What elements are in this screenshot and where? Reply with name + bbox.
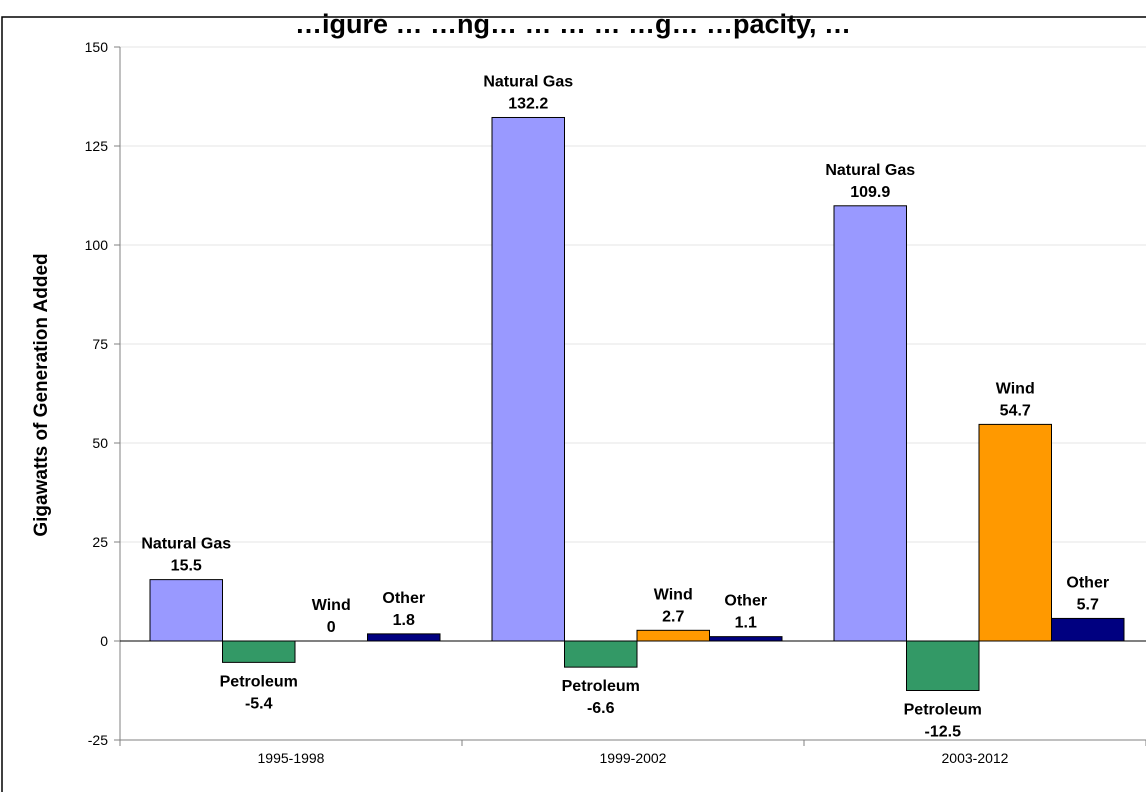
data-label-value: 109.9	[850, 184, 890, 201]
data-label-value: -6.6	[587, 700, 615, 717]
bar-natural-gas	[149, 579, 223, 642]
y-tick-label: 100	[85, 237, 109, 253]
bar-other	[367, 633, 441, 642]
y-tick-label: 75	[92, 336, 108, 352]
bar-petroleum	[222, 640, 296, 663]
chart-area-border	[1, 16, 1146, 792]
data-label-value: 54.7	[1000, 402, 1031, 419]
y-tick-label: 125	[85, 138, 109, 154]
y-tick-label: 150	[85, 39, 109, 55]
data-label-value: -5.4	[245, 695, 273, 712]
data-label-series-name: Natural Gas	[141, 536, 231, 553]
data-label-series-name: Natural Gas	[483, 73, 573, 90]
x-tick-label: 1995-1998	[258, 750, 325, 766]
data-label-value: 1.1	[735, 615, 757, 632]
y-axis-title: Gigawatts of Generation Added	[31, 253, 52, 536]
data-label-value: 15.5	[171, 558, 202, 575]
bar-other	[709, 636, 783, 642]
bar-other	[1051, 617, 1125, 642]
y-tick-label: 0	[100, 633, 108, 649]
data-label-series-name: Other	[724, 593, 767, 610]
y-tick-label: 50	[92, 435, 108, 451]
bar-natural-gas	[833, 205, 907, 642]
data-label-series-name: Petroleum	[220, 673, 298, 690]
y-tick-label: 25	[92, 534, 108, 550]
data-label-value: 0	[327, 619, 336, 636]
data-label-value: 5.7	[1077, 596, 1099, 613]
data-label-value: 2.7	[662, 608, 684, 625]
data-label-value: -12.5	[925, 724, 962, 741]
bars	[149, 116, 1125, 691]
chart-title: …igure … …ng… … … … …g… …pacity, …	[295, 9, 851, 39]
data-label-series-name: Other	[1066, 574, 1109, 591]
data-label-value: 132.2	[508, 95, 548, 112]
data-labels: Natural Gas 15.5 Natural Gas 132.2 Natural G…	[141, 73, 1109, 740]
data-label-series-name: Wind	[654, 586, 693, 603]
data-label-value: 1.8	[393, 612, 415, 629]
x-tick-label: 1999-2002	[600, 750, 667, 766]
x-tick-label: 2003-2012	[942, 750, 1009, 766]
bar-petroleum	[564, 640, 638, 668]
gridlines	[120, 46, 1146, 543]
data-label-series-name: Petroleum	[904, 702, 982, 719]
y-tick-label: -25	[88, 732, 108, 748]
bar-wind	[636, 629, 710, 642]
data-label-series-name: Natural Gas	[825, 162, 915, 179]
data-label-series-name: Petroleum	[562, 678, 640, 695]
axes: 150 125 100 75 50 25 0 -25 1995-1998 1999-2002 200…	[85, 39, 1146, 766]
bar-natural-gas	[491, 116, 565, 642]
data-label-series-name: Other	[382, 590, 425, 607]
data-label-series-name: Wind	[996, 380, 1035, 397]
data-label-series-name: Wind	[312, 597, 351, 614]
bar-petroleum	[906, 640, 980, 691]
bar-wind	[978, 423, 1052, 642]
